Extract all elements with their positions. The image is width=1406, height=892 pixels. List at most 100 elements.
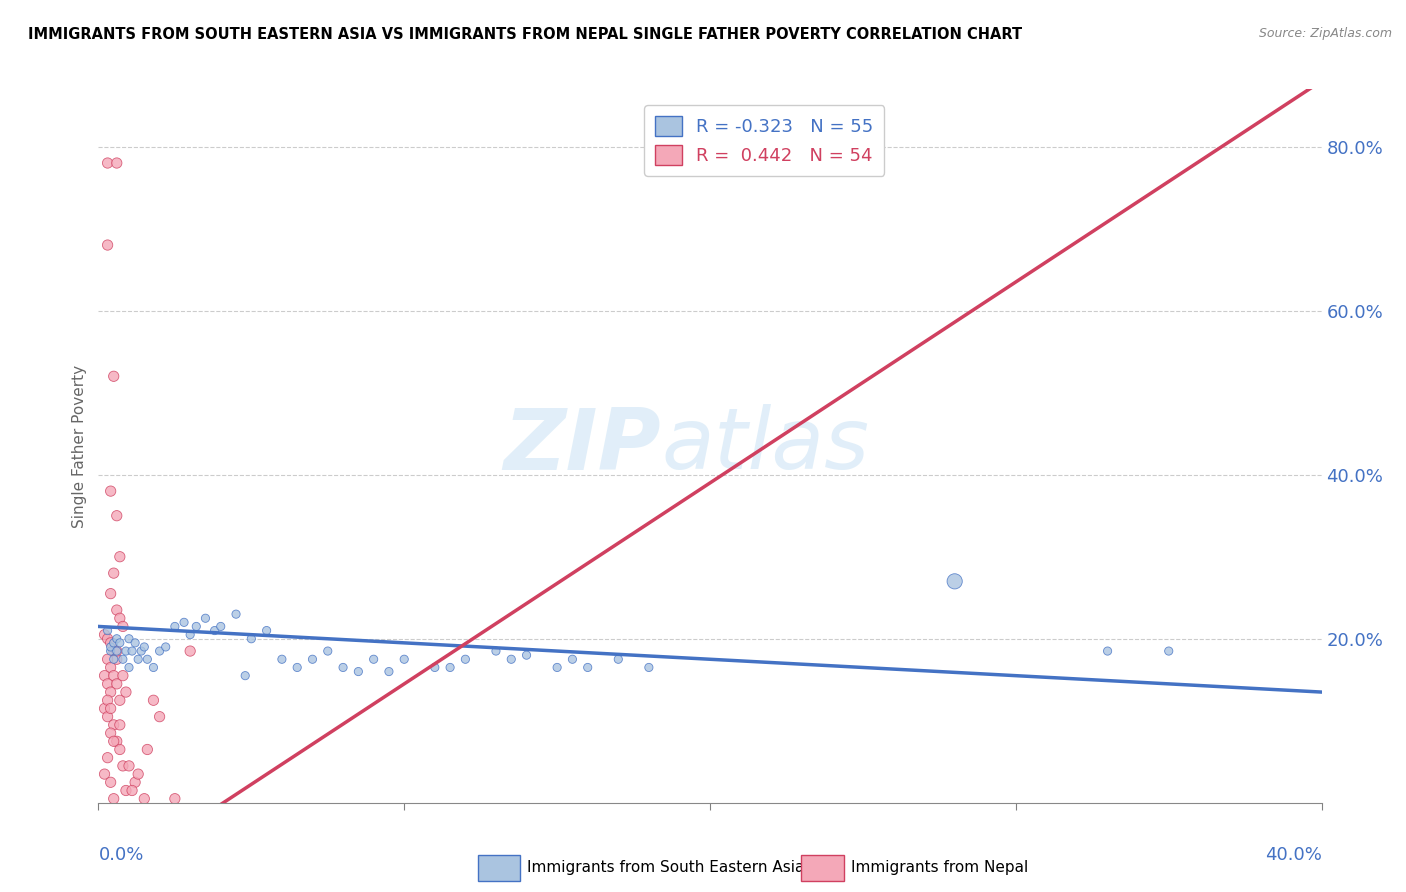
- Point: [607, 652, 630, 666]
- Legend: R = -0.323   N = 55, R =  0.442   N = 54: R = -0.323 N = 55, R = 0.442 N = 54: [644, 105, 884, 176]
- Point: [105, 632, 128, 646]
- Point: [118, 759, 141, 773]
- Point: [97, 156, 120, 170]
- Point: [93, 627, 115, 641]
- Point: [637, 660, 661, 674]
- Point: [108, 549, 131, 564]
- Point: [105, 644, 128, 658]
- Point: [111, 759, 134, 773]
- Point: [204, 624, 226, 638]
- Point: [163, 619, 186, 633]
- Point: [121, 644, 143, 658]
- Point: [136, 652, 159, 666]
- Point: [105, 156, 128, 170]
- Point: [100, 484, 122, 499]
- Point: [100, 775, 122, 789]
- Point: [105, 603, 128, 617]
- Point: [111, 652, 134, 666]
- Point: [485, 644, 508, 658]
- Point: [194, 611, 217, 625]
- Text: 0.0%: 0.0%: [98, 846, 143, 863]
- Point: [118, 632, 141, 646]
- Point: [105, 734, 128, 748]
- Point: [1157, 644, 1180, 658]
- Point: [97, 677, 120, 691]
- Point: [118, 660, 141, 674]
- Point: [155, 640, 177, 654]
- Point: [121, 783, 143, 797]
- Point: [179, 627, 201, 641]
- Point: [108, 742, 131, 756]
- Point: [423, 660, 446, 674]
- Point: [454, 652, 477, 666]
- Point: [108, 693, 131, 707]
- Point: [256, 624, 278, 638]
- Point: [100, 644, 122, 658]
- Point: [316, 644, 339, 658]
- Point: [105, 508, 128, 523]
- Point: [134, 640, 156, 654]
- Point: [209, 619, 232, 633]
- Text: atlas: atlas: [661, 404, 869, 488]
- Point: [233, 668, 256, 682]
- Point: [93, 701, 115, 715]
- Point: [93, 767, 115, 781]
- Point: [105, 644, 128, 658]
- Point: [516, 648, 538, 662]
- Point: [93, 668, 115, 682]
- Text: Immigrants from Nepal: Immigrants from Nepal: [851, 861, 1028, 875]
- Point: [108, 636, 131, 650]
- Point: [186, 619, 208, 633]
- Point: [378, 665, 401, 679]
- Point: [103, 636, 125, 650]
- Point: [115, 685, 138, 699]
- Point: [1097, 644, 1119, 658]
- Y-axis label: Single Father Poverty: Single Father Poverty: [72, 365, 87, 527]
- Point: [100, 660, 122, 674]
- Point: [105, 652, 128, 666]
- Point: [149, 644, 172, 658]
- Point: [142, 660, 165, 674]
- Point: [332, 660, 354, 674]
- Point: [100, 640, 122, 654]
- Text: Immigrants from South Eastern Asia: Immigrants from South Eastern Asia: [527, 861, 804, 875]
- Point: [103, 566, 125, 581]
- Point: [546, 660, 568, 674]
- Text: ZIP: ZIP: [503, 404, 661, 488]
- Point: [108, 611, 131, 625]
- Point: [97, 238, 120, 252]
- Point: [301, 652, 323, 666]
- Point: [97, 652, 120, 666]
- Point: [561, 652, 583, 666]
- Point: [100, 726, 122, 740]
- Point: [124, 636, 146, 650]
- Point: [111, 619, 134, 633]
- Point: [142, 693, 165, 707]
- Text: Source: ZipAtlas.com: Source: ZipAtlas.com: [1258, 27, 1392, 40]
- Point: [943, 574, 966, 589]
- Point: [105, 677, 128, 691]
- Point: [103, 734, 125, 748]
- Point: [225, 607, 247, 622]
- Point: [240, 632, 263, 646]
- Point: [270, 652, 292, 666]
- Point: [501, 652, 523, 666]
- Point: [134, 791, 156, 805]
- Point: [103, 369, 125, 384]
- Point: [576, 660, 599, 674]
- Point: [103, 652, 125, 666]
- Point: [392, 652, 416, 666]
- Point: [103, 668, 125, 682]
- Point: [115, 783, 138, 797]
- Text: 40.0%: 40.0%: [1265, 846, 1322, 863]
- Point: [149, 709, 172, 723]
- Point: [97, 709, 120, 723]
- Point: [179, 644, 201, 658]
- Point: [103, 718, 125, 732]
- Point: [136, 742, 159, 756]
- Point: [163, 791, 186, 805]
- Text: IMMIGRANTS FROM SOUTH EASTERN ASIA VS IMMIGRANTS FROM NEPAL SINGLE FATHER POVERT: IMMIGRANTS FROM SOUTH EASTERN ASIA VS IM…: [28, 27, 1022, 42]
- Point: [103, 644, 125, 658]
- Point: [97, 693, 120, 707]
- Point: [100, 587, 122, 601]
